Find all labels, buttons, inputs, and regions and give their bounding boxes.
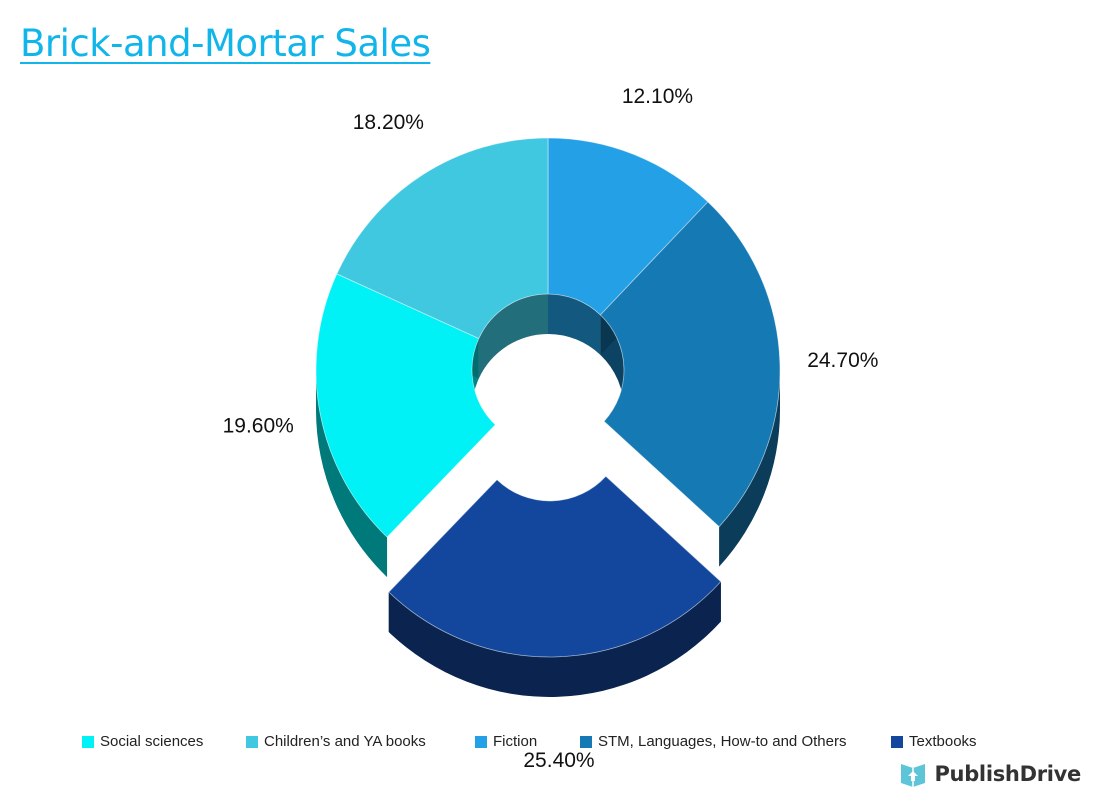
legend-item-textbooks[interactable]: Textbooks — [891, 733, 977, 750]
legend-label: Textbooks — [909, 733, 977, 750]
legend-swatch — [891, 735, 903, 748]
data-label-social-sciences: 19.60% — [223, 414, 294, 437]
slice-textbooks[interactable] — [388, 475, 722, 697]
legend-item-children-s-and-ya-books[interactable]: Children’s and YA books — [246, 733, 426, 750]
slice-children-s-and-ya-books[interactable] — [336, 137, 549, 379]
legend-item-stm-languages-how-to-and-others[interactable]: STM, Languages, How-to and Others — [580, 733, 846, 750]
slice-children-s-and-ya-books-top — [336, 137, 549, 340]
slice-social-sciences-outer-wall — [316, 370, 388, 578]
data-label-fiction: 12.10% — [622, 85, 693, 108]
slice-stm-languages-how-to-and-others[interactable] — [599, 201, 781, 567]
slice-social-sciences[interactable] — [315, 273, 496, 578]
data-label-textbooks: 25.40% — [523, 749, 594, 772]
legend-swatch — [82, 735, 94, 748]
data-label-children-s-and-ya-books: 18.20% — [353, 111, 424, 134]
legend-label: STM, Languages, How-to and Others — [598, 733, 847, 750]
slice-textbooks-outer-wall — [388, 581, 721, 697]
book-upload-icon — [901, 764, 926, 787]
slice-fiction-top — [547, 137, 709, 316]
slice-stm-languages-how-to-and-others-top — [599, 201, 781, 528]
brand-logo: PublishDrive — [898, 759, 1081, 789]
chart-legend: Social sciences Children’s and YA books Fi… — [0, 733, 1095, 755]
slice-children-s-and-ya-books-inner-wall — [478, 294, 548, 379]
slice-stm-languages-how-to-and-others-outer-wall — [719, 370, 780, 567]
legend-swatch — [580, 735, 592, 748]
legend-label: Children’s and YA books — [264, 733, 426, 750]
legend-item-fiction[interactable]: Fiction — [475, 733, 537, 750]
legend-swatch — [475, 735, 487, 748]
legend-item-social-sciences[interactable]: Social sciences — [82, 733, 203, 750]
data-label-stm-languages-how-to-and-others: 24.70% — [807, 349, 878, 372]
slice-textbooks-top — [388, 475, 722, 658]
brand-name: PublishDrive — [934, 762, 1081, 786]
slice-fiction[interactable] — [547, 137, 709, 355]
legend-swatch — [246, 735, 258, 748]
legend-label: Fiction — [493, 733, 538, 750]
legend-label: Social sciences — [100, 733, 204, 750]
chart-title: Brick-and-Mortar Sales — [20, 22, 431, 65]
slice-social-sciences-top — [315, 273, 496, 538]
slice-fiction-inner-wall — [548, 294, 601, 355]
